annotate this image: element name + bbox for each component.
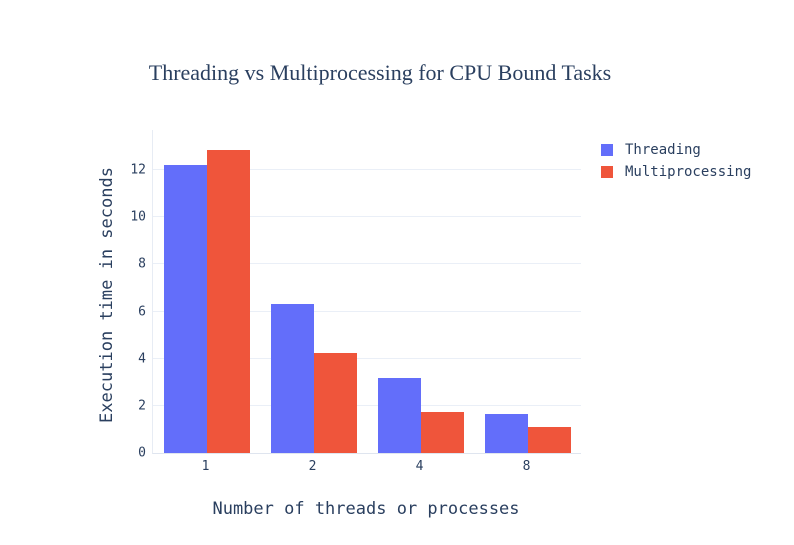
x-tick-label-8: 8 [522, 459, 531, 474]
y-tick-label-6: 6 [138, 304, 146, 320]
bar-multiprocessing-8 [527, 427, 571, 453]
bar-group-4 [367, 130, 474, 453]
x-axis-title: Number of threads or processes [212, 499, 520, 519]
bar-multiprocessing-2 [313, 352, 357, 453]
y-axis-tick-labels: 0 2 4 6 8 10 12 [100, 130, 146, 460]
y-tick-label-0: 0 [138, 445, 146, 461]
bar-threading-4 [377, 377, 421, 453]
multiprocessing-legend-label: Multiprocessing [625, 164, 752, 180]
bar-group-1 [153, 130, 260, 453]
chart-title: Threading vs Multiprocessing for CPU Bou… [148, 60, 612, 85]
y-tick-label-2: 2 [138, 398, 146, 414]
y-tick-label-12: 12 [130, 162, 146, 178]
y-tick-label-10: 10 [130, 209, 146, 225]
y-tick-label-8: 8 [138, 256, 146, 272]
legend: Threading Multiprocessing [601, 139, 751, 183]
gridline-y-8 [153, 263, 581, 265]
bar-threading-1 [163, 165, 207, 453]
x-axis-tick-labels: 1 2 4 8 [152, 459, 580, 474]
bar-group-2 [260, 130, 367, 453]
gridline-y-4 [153, 357, 581, 359]
x-tick-label-1: 1 [201, 459, 210, 474]
gridline-y-2 [153, 404, 581, 406]
multiprocessing-legend-swatch [601, 166, 613, 178]
x-tick-label-4: 4 [415, 459, 424, 474]
legend-item-multiprocessing[interactable]: Multiprocessing [601, 161, 751, 183]
bar-groups [153, 130, 581, 453]
x-tick-label-2: 2 [308, 459, 317, 474]
bar-threading-8 [484, 414, 528, 453]
plot-area [152, 130, 581, 454]
bar-multiprocessing-4 [420, 411, 464, 453]
gridline-y-6 [153, 310, 581, 312]
legend-item-threading[interactable]: Threading [601, 139, 751, 161]
gridline-y-12 [153, 169, 581, 171]
threading-legend-swatch [601, 144, 613, 156]
gridline-y-10 [153, 216, 581, 218]
threading-legend-label: Threading [625, 142, 701, 158]
bar-threading-2 [270, 304, 314, 453]
bar-group-8 [474, 130, 581, 453]
bar-multiprocessing-1 [206, 150, 250, 453]
y-tick-label-4: 4 [138, 351, 146, 367]
